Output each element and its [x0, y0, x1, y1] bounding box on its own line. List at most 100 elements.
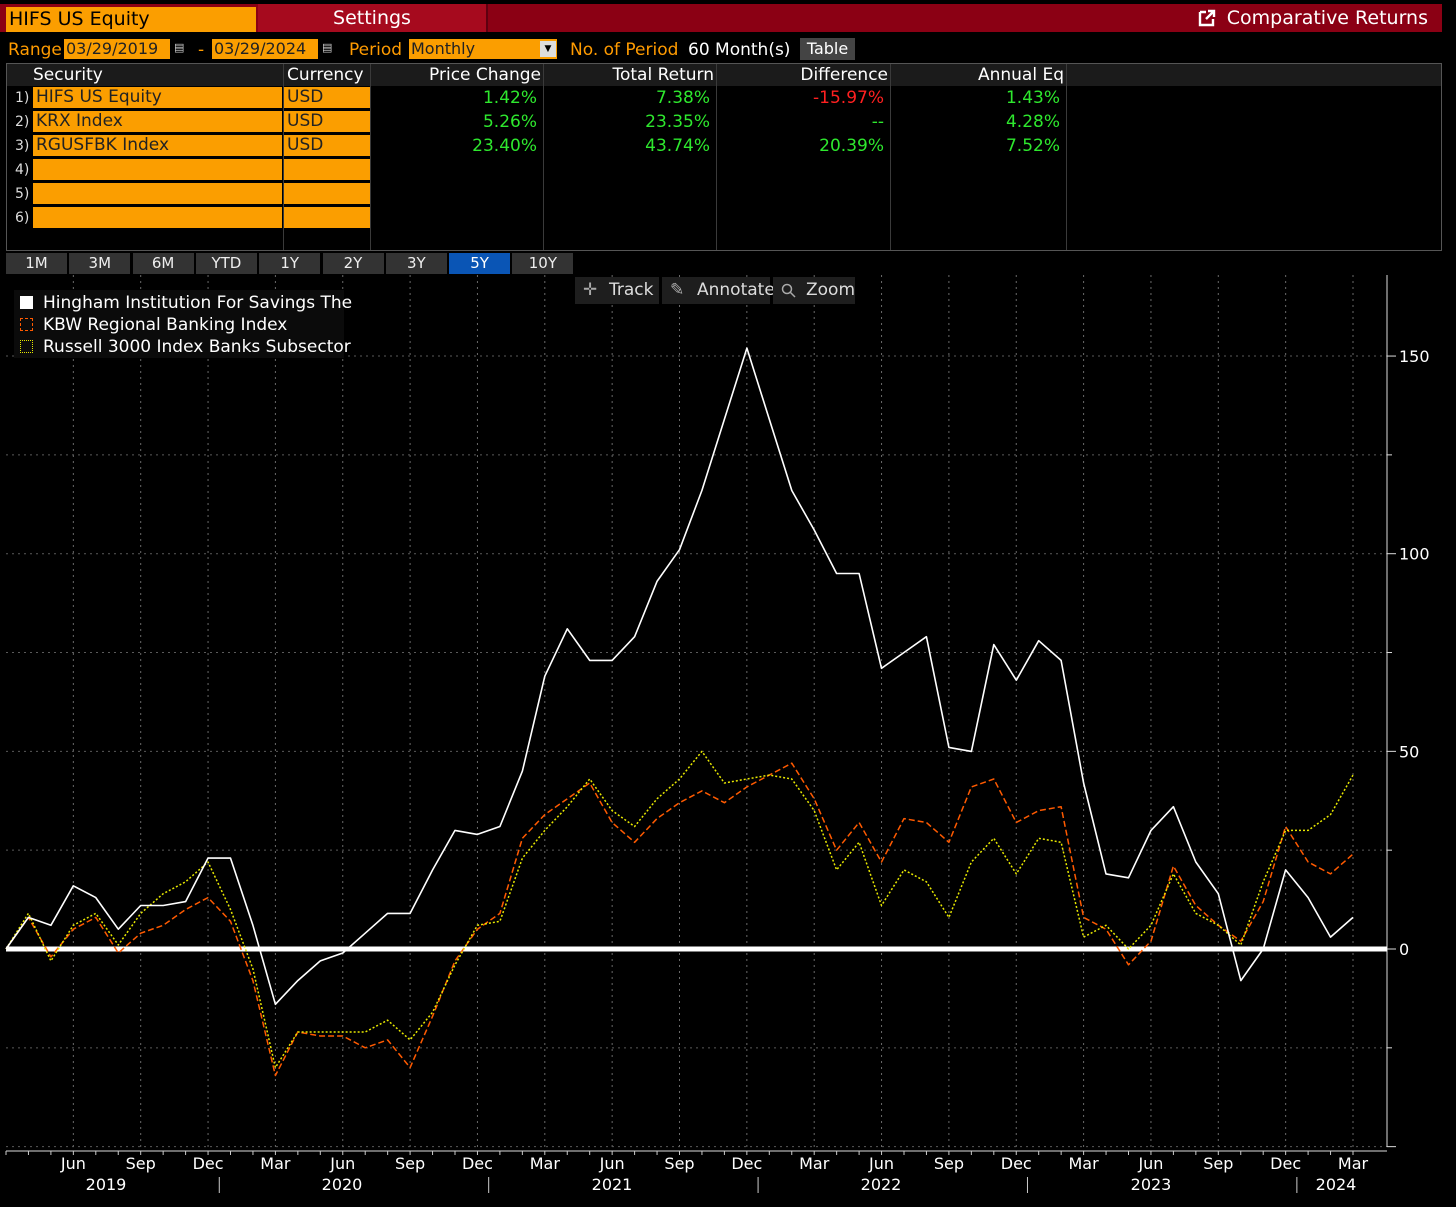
x-month-label: Dec — [731, 1154, 762, 1173]
ticker-field[interactable]: HIFS US Equity — [6, 7, 256, 32]
security-cell[interactable] — [33, 207, 282, 228]
x-month-label: Jun — [1137, 1154, 1163, 1173]
row-number: 2) — [15, 114, 30, 130]
calendar-icon[interactable]: ▤ — [322, 41, 333, 54]
comparative-returns-label: Comparative Returns — [1226, 7, 1428, 29]
comparative-returns-title[interactable]: Comparative Returns — [1197, 4, 1428, 32]
difference-cell: 20.39% — [819, 136, 884, 156]
currency-cell[interactable] — [284, 207, 370, 228]
series-line-hifs — [5, 347, 1354, 1006]
x-month-label: Mar — [799, 1154, 830, 1173]
period-button-6m[interactable]: 6M — [132, 253, 194, 274]
chart-legend: Hingham Institution For Savings The KBW … — [14, 290, 352, 358]
table-button[interactable]: Table — [800, 38, 855, 60]
legend-label: Russell 3000 Index Banks Subsector — [43, 337, 351, 357]
currency-cell[interactable]: USD — [284, 135, 370, 156]
total-return-cell: 7.38% — [655, 88, 710, 108]
period-button-5y[interactable]: 5Y — [449, 253, 511, 274]
row-number: 4) — [15, 162, 30, 178]
start-date-input[interactable]: 03/29/2019 — [64, 39, 170, 59]
period-select[interactable]: Monthly — [409, 39, 557, 59]
x-year-label: 2020 — [322, 1175, 363, 1194]
currency-cell[interactable]: USD — [284, 87, 370, 108]
legend-swatch-dotted — [20, 340, 33, 353]
num-period-value: 60 Month(s) — [688, 40, 791, 60]
column-divider — [370, 64, 371, 250]
pop-out-icon — [1198, 9, 1215, 27]
price-change-cell: 5.26% — [482, 112, 537, 132]
range-dash: - — [198, 40, 205, 60]
currency-cell[interactable] — [284, 183, 370, 204]
total-return-cell: 23.35% — [645, 112, 710, 132]
x-month-label: Sep — [395, 1154, 425, 1173]
x-month-label: Mar — [1338, 1154, 1369, 1173]
x-year-label: 2019 — [86, 1175, 127, 1194]
column-divider — [716, 64, 717, 250]
x-year-label: 2024 — [1316, 1175, 1357, 1194]
difference-cell: -15.97% — [813, 88, 884, 108]
header-annual-eq: Annual Eq — [891, 64, 1066, 86]
period-button-1y[interactable]: 1Y — [259, 253, 321, 274]
security-cell[interactable] — [33, 183, 282, 204]
zoom-button[interactable]: Zoom — [773, 277, 855, 304]
header-difference: Difference — [717, 64, 890, 86]
series-line-rgusfbk — [5, 750, 1354, 1069]
period-button-2y[interactable]: 2Y — [322, 253, 384, 274]
security-cell[interactable]: HIFS US Equity — [33, 87, 282, 108]
comparative-returns-chart[interactable]: 0 50 100 150 Jun Sep Dec Mar Jun Sep Dec Mar Jun Sep D… — [0, 275, 1456, 1207]
x-month-label: Dec — [1270, 1154, 1301, 1173]
price-change-cell: 1.42% — [482, 88, 537, 108]
column-divider — [283, 64, 284, 250]
magnifier-icon — [781, 283, 796, 298]
x-month-label: Dec — [462, 1154, 493, 1173]
zoom-label: Zoom — [806, 280, 856, 300]
x-month-label: Jun — [60, 1154, 86, 1173]
total-return-cell: 43.74% — [645, 136, 710, 156]
period-button-3m[interactable]: 3M — [69, 253, 131, 274]
y-tick-label: 100 — [1399, 545, 1430, 564]
range-label: Range — [8, 40, 62, 60]
y-tick-label: 50 — [1399, 742, 1419, 761]
currency-cell[interactable] — [284, 159, 370, 180]
dropdown-arrow-icon[interactable]: ▼ — [540, 41, 556, 57]
period-button-3y[interactable]: 3Y — [385, 253, 447, 274]
annual-eq-cell: 7.52% — [1005, 136, 1060, 156]
x-year-label: 2022 — [861, 1175, 902, 1194]
x-year-label: 2023 — [1131, 1175, 1172, 1194]
security-cell[interactable]: RGUSFBK Index — [33, 135, 282, 156]
header-currency: Currency — [284, 64, 370, 86]
header-total-return: Total Return — [544, 64, 716, 86]
row-number: 5) — [15, 186, 30, 202]
header-empty — [1067, 64, 1441, 86]
header-security: Security — [7, 64, 283, 86]
settings-tab[interactable]: Settings — [258, 4, 488, 32]
x-month-label: Dec — [1001, 1154, 1032, 1173]
pencil-icon: ✎ — [670, 280, 685, 300]
x-month-label: Sep — [126, 1154, 156, 1173]
security-cell[interactable] — [33, 159, 282, 180]
range-controls: Range 03/29/2019 ▤ - 03/29/2024 ▤ Period… — [0, 38, 1442, 62]
track-button[interactable]: ✛ Track — [575, 277, 659, 304]
row-number: 6) — [15, 210, 30, 226]
calendar-icon[interactable]: ▤ — [174, 41, 185, 54]
currency-cell[interactable]: USD — [284, 111, 370, 132]
period-button-ytd[interactable]: YTD — [195, 253, 257, 274]
y-tick-label: 0 — [1399, 940, 1409, 959]
x-month-label: Sep — [934, 1154, 964, 1173]
period-button-10y[interactable]: 10Y — [512, 253, 574, 274]
x-month-label: Sep — [1203, 1154, 1233, 1173]
header-price-change: Price Change — [371, 64, 543, 86]
crosshair-icon: ✛ — [583, 280, 598, 300]
column-divider — [543, 64, 544, 250]
y-tick-label: 150 — [1399, 347, 1430, 366]
x-month-label: Mar — [1069, 1154, 1100, 1173]
annual-eq-cell: 1.43% — [1005, 88, 1060, 108]
difference-cell: -- — [871, 112, 884, 132]
legend-swatch-dashed — [20, 318, 33, 331]
x-month-label: Jun — [329, 1154, 355, 1173]
security-cell[interactable]: KRX Index — [33, 111, 282, 132]
annotate-button[interactable]: ✎ Annotate — [662, 277, 775, 304]
period-button-1m[interactable]: 1M — [6, 253, 67, 274]
end-date-input[interactable]: 03/29/2024 — [212, 39, 318, 59]
annotate-label: Annotate — [697, 280, 775, 300]
